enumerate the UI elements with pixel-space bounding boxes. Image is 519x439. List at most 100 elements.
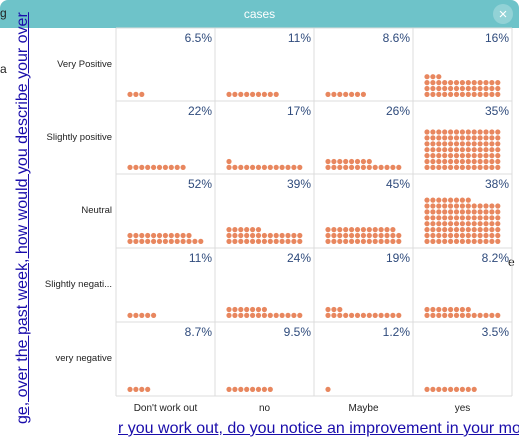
dot-r3-c1 [273, 312, 279, 318]
dot-r1-c3 [424, 141, 430, 147]
dot-r2-c3 [489, 203, 495, 209]
dot-r1-c1 [250, 164, 256, 170]
dot-r2-c1 [244, 232, 250, 239]
dot-r2-c2 [360, 238, 366, 244]
dot-r3-c3 [465, 306, 471, 313]
dot-r2-c3 [436, 197, 442, 203]
dot-r4-c3 [453, 386, 460, 392]
dot-r0-c3 [477, 85, 483, 92]
dot-r4-c2 [325, 386, 331, 392]
dot-r3-c2 [360, 312, 366, 318]
dot-r2-c3 [424, 203, 430, 209]
dot-r1-c3 [477, 141, 483, 147]
dot-r0-c3 [459, 91, 465, 97]
dot-r2-c1 [232, 227, 238, 233]
dot-r2-c3 [495, 221, 501, 227]
dot-r2-c0 [127, 238, 133, 244]
dot-r2-c2 [337, 227, 343, 233]
dot-r2-c3 [483, 227, 489, 233]
dot-r3-c3 [453, 306, 460, 313]
dot-r1-c3 [483, 153, 489, 159]
dot-r3-c2 [331, 306, 337, 313]
dot-r4-c1 [244, 386, 250, 392]
dot-r2-c1 [291, 232, 297, 239]
dot-r2-c2 [366, 232, 372, 239]
dot-r4-c0 [139, 386, 145, 392]
dot-r2-c3 [430, 232, 436, 239]
dot-r3-c1 [267, 312, 273, 318]
dot-r0-c3 [495, 91, 501, 97]
dot-r2-c2 [366, 238, 372, 244]
dot-r2-c0 [186, 238, 192, 244]
dot-r4-c3 [430, 386, 436, 392]
dot-r0-c3 [465, 91, 471, 97]
dot-r2-c2 [390, 238, 396, 244]
dot-r2-c3 [442, 197, 448, 203]
dot-r2-c3 [495, 238, 501, 244]
dot-r4-c1 [250, 386, 256, 392]
dot-r2-c1 [285, 232, 291, 239]
dot-r1-c3 [442, 158, 448, 165]
dot-r1-c3 [477, 158, 483, 165]
close-icon[interactable]: × [493, 4, 513, 24]
dot-r0-c0 [127, 91, 133, 97]
dot-r2-c2 [384, 238, 390, 244]
dot-r0-c1 [267, 91, 273, 97]
dot-r2-c2 [366, 227, 372, 233]
dot-r2-c0 [145, 238, 151, 244]
dot-r1-c3 [471, 153, 477, 159]
dot-r0-c3 [448, 91, 454, 97]
dot-r3-c3 [465, 312, 471, 318]
dot-r2-c2 [396, 232, 402, 239]
dot-r2-c3 [448, 227, 454, 233]
dot-r1-c3 [424, 158, 430, 165]
dot-r2-c3 [453, 203, 460, 209]
dot-r3-c2 [396, 312, 402, 318]
dot-r0-c1 [250, 91, 256, 97]
dot-r2-c1 [285, 238, 291, 244]
dot-r1-c3 [436, 129, 442, 135]
dot-r2-c3 [448, 215, 454, 221]
percent-label-r1-c2: 26% [386, 104, 410, 118]
x-axis-title-link[interactable]: r you work out, do you notice an improve… [118, 420, 519, 437]
dot-r3-c0 [133, 312, 139, 318]
dot-r2-c3 [489, 232, 495, 239]
dot-r3-c3 [471, 312, 477, 318]
dot-r2-c2 [331, 227, 337, 233]
dot-r1-c3 [471, 129, 477, 135]
dot-r3-c3 [483, 312, 489, 318]
dot-r2-c3 [483, 209, 489, 215]
stray-label-a: a [0, 62, 7, 76]
dot-r1-c0 [145, 164, 151, 170]
dot-r3-c3 [424, 312, 430, 318]
dot-r2-c2 [372, 232, 378, 239]
dot-r1-c3 [495, 153, 501, 159]
dot-r2-c3 [430, 227, 436, 233]
dot-r4-c1 [267, 386, 273, 392]
dot-r2-c3 [471, 238, 477, 244]
dot-r1-c3 [448, 147, 454, 153]
dot-r0-c2 [354, 91, 361, 97]
dot-r2-c0 [162, 238, 168, 244]
dot-r4-c3 [424, 386, 430, 392]
window-titlebar[interactable]: cases × [0, 0, 519, 28]
dot-r1-c3 [424, 153, 430, 159]
dot-r2-c3 [448, 203, 454, 209]
dot-r2-c3 [477, 232, 483, 239]
dot-r3-c1 [232, 312, 238, 318]
dot-r1-c3 [483, 141, 489, 147]
dot-r1-c3 [489, 153, 495, 159]
dot-r1-c3 [459, 147, 465, 153]
dot-r2-c3 [465, 227, 471, 233]
dot-r1-c2 [390, 164, 396, 170]
dot-r2-c3 [495, 203, 501, 209]
dot-r3-c2 [349, 312, 355, 318]
dot-r3-c2 [366, 312, 372, 318]
dot-r2-c1 [273, 232, 279, 239]
dot-r1-c3 [495, 158, 501, 165]
dot-r3-c1 [244, 312, 250, 318]
dot-r1-c3 [459, 129, 465, 135]
dot-r1-c1 [255, 164, 262, 170]
dot-r2-c1 [255, 238, 262, 244]
dot-r2-c3 [430, 203, 436, 209]
